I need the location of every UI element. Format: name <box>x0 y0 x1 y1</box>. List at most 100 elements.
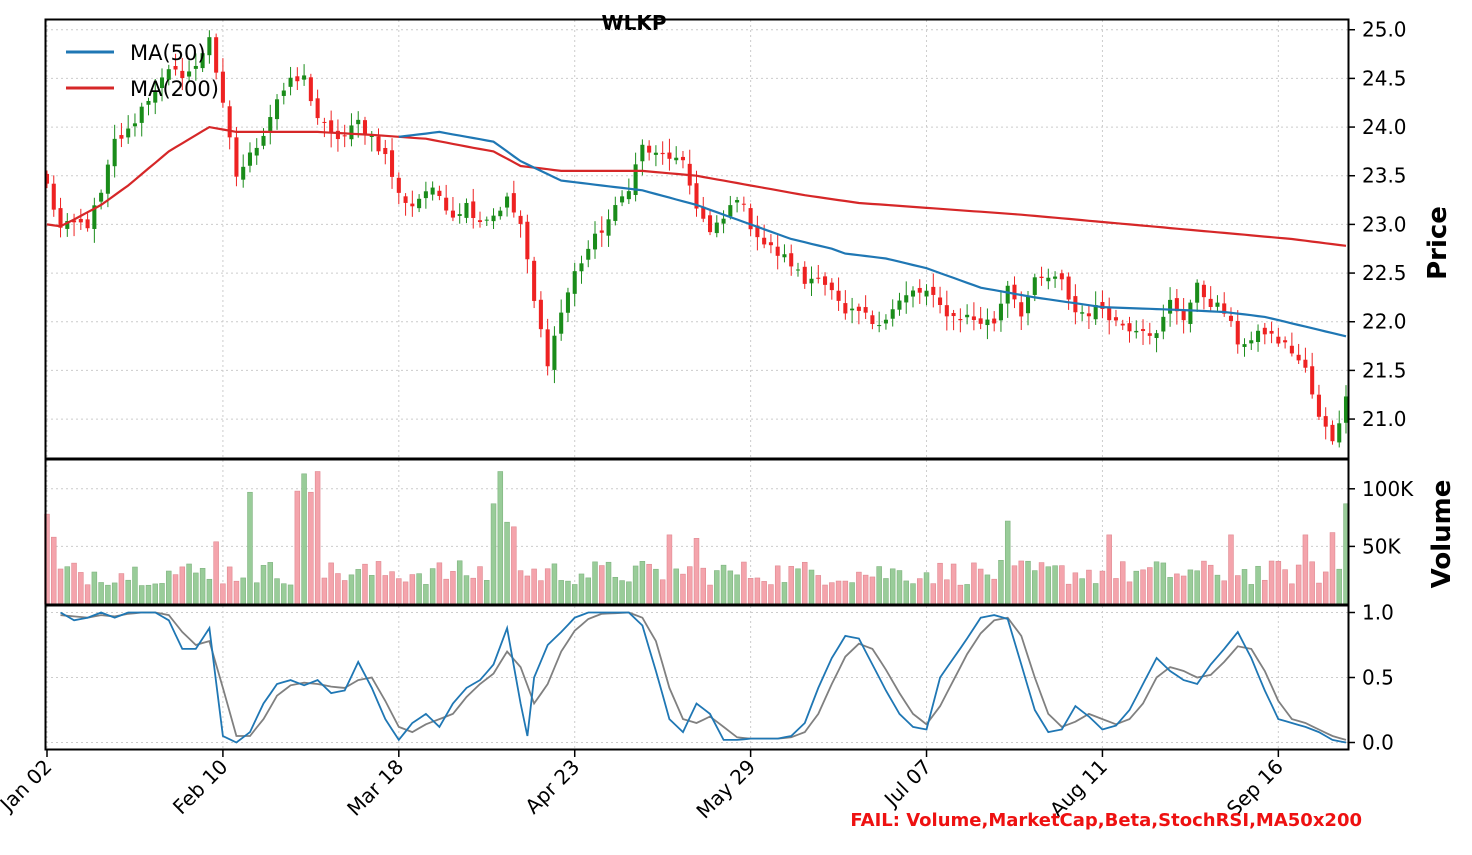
volume-bar <box>57 568 64 605</box>
candle-body <box>322 121 327 123</box>
volume-bar <box>233 580 240 605</box>
volume-bar <box>977 568 984 605</box>
volume-bar <box>1201 560 1207 605</box>
price-y-tick-label: 21.0 <box>1362 407 1407 431</box>
candle-body <box>802 266 807 284</box>
candle-body <box>1201 284 1206 298</box>
candle-body <box>437 190 442 197</box>
candle-body <box>525 221 530 260</box>
candle-body <box>532 260 537 301</box>
volume-y-tick-label: 100K <box>1362 477 1414 501</box>
candle-body <box>505 196 510 208</box>
candle-body <box>78 218 83 223</box>
candle-body <box>159 77 165 89</box>
candle-body <box>444 197 449 211</box>
candle-body <box>1039 276 1044 279</box>
volume-bar <box>592 561 598 605</box>
volume-bar <box>1004 520 1011 605</box>
candle-body <box>383 147 388 155</box>
volume-bar <box>470 577 476 605</box>
candle-body <box>667 152 672 159</box>
candle-body <box>633 164 638 195</box>
stochrsi-d-line <box>60 611 1347 741</box>
volume-bar <box>673 568 679 605</box>
candle-body <box>829 282 834 291</box>
volume-bar <box>484 580 490 605</box>
volume-bar <box>64 566 71 605</box>
volume-bar <box>551 563 558 605</box>
candle-body <box>748 208 753 230</box>
price-y-tick-label: 23.0 <box>1362 212 1407 236</box>
candle-body <box>281 90 286 96</box>
volume-bar <box>267 562 274 605</box>
candle-body <box>417 198 422 209</box>
candle-body <box>241 166 246 180</box>
candle-body <box>613 205 618 221</box>
volume-bar <box>795 568 801 605</box>
candle-body <box>139 106 144 123</box>
x-tick-label: Apr 23 <box>520 755 584 819</box>
volume-bar <box>511 526 517 605</box>
candle-body <box>782 254 787 258</box>
candle-body <box>965 314 970 318</box>
volume-bar <box>1126 581 1133 605</box>
candle-body <box>1310 366 1315 395</box>
candle-body <box>877 325 882 327</box>
candle-body <box>1235 320 1240 345</box>
candle-body <box>680 156 685 161</box>
candle-body <box>951 313 956 317</box>
candle-body <box>390 150 395 177</box>
candle-body <box>985 319 990 326</box>
stochrsi-y-tick-label: 1.0 <box>1362 601 1394 625</box>
price-grid <box>46 20 1348 458</box>
volume-bar <box>768 584 774 605</box>
candle-body <box>775 246 780 256</box>
volume-y-tick-label: 50K <box>1362 534 1401 558</box>
volume-bar <box>896 570 903 605</box>
volume-bar <box>389 571 395 605</box>
volume-bar <box>1282 569 1288 605</box>
candle-body <box>180 70 185 79</box>
volume-bar <box>226 566 233 605</box>
price-y-tick-label: 21.5 <box>1362 358 1407 382</box>
volume-bar <box>714 570 720 605</box>
volume-bar <box>917 578 923 605</box>
volume-bar <box>456 560 463 605</box>
candle-body <box>714 222 719 234</box>
x-tick-label: Jul 07 <box>878 755 936 813</box>
price-y-tick-label: 24.0 <box>1362 115 1407 139</box>
candle-body <box>1337 423 1342 443</box>
candle-body <box>369 135 374 138</box>
candle-body <box>1032 277 1037 295</box>
volume-bar <box>950 563 957 605</box>
candle-body <box>1053 276 1058 279</box>
volume-bar <box>1214 574 1221 605</box>
volume-bar <box>1180 575 1187 605</box>
candle-body <box>1296 354 1301 361</box>
volume-bar <box>1309 561 1315 605</box>
volume-ylabel: Volume <box>1427 480 1457 589</box>
volume-bar <box>531 568 537 605</box>
candle-body <box>809 278 814 284</box>
candle-body <box>768 242 773 246</box>
candle-body <box>247 152 252 166</box>
volume-bar <box>1119 561 1126 605</box>
candle-body <box>288 77 293 87</box>
candle-body <box>565 292 570 313</box>
price-ylabel: Price <box>1423 206 1453 280</box>
volume-bar <box>700 567 707 605</box>
candle-body <box>423 191 428 199</box>
volume-bar <box>1025 560 1031 605</box>
volume-bar <box>1329 532 1336 605</box>
volume-bar <box>646 563 652 605</box>
volume-bar <box>91 571 98 605</box>
volume-bar <box>247 491 253 605</box>
candle-body <box>1249 340 1254 344</box>
volume-bar <box>294 490 301 605</box>
volume-bar <box>781 582 788 605</box>
volume-bar <box>666 534 673 605</box>
ma50-line <box>398 130 1347 338</box>
candle-body <box>620 196 625 203</box>
volume-bar <box>1255 565 1261 605</box>
price-y-axis: 21.0 21.5 22.0 22.5 23.0 23.5 24.0 24.5 25.0 <box>1348 18 1407 431</box>
